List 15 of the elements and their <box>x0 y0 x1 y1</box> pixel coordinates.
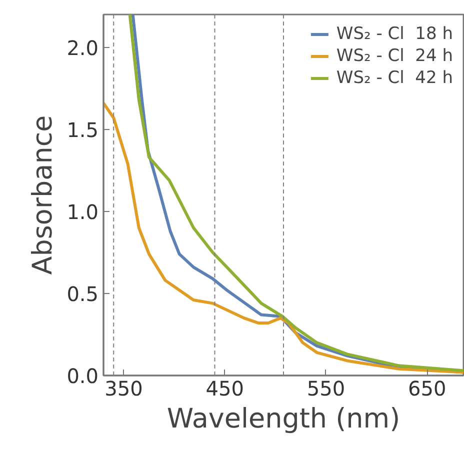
x-tick-label: 650 <box>408 376 446 400</box>
y-axis-title: Absorbance <box>28 115 59 275</box>
x-tick-label: 550 <box>306 376 346 400</box>
x-tick-label: 350 <box>104 376 143 400</box>
legend-label: WS₂ - Cl 18 h <box>336 24 453 44</box>
y-tick-label: 2.0 <box>66 36 99 60</box>
line-series <box>104 102 464 374</box>
y-tick-label: 0.5 <box>66 282 99 306</box>
y-tick-label: 1.5 <box>66 118 99 142</box>
legend-label: WS₂ - Cl 42 h <box>336 68 453 88</box>
x-axis-title: Wavelength (nm) <box>166 404 400 434</box>
y-tick-label: 0.0 <box>66 364 99 388</box>
x-tick-label: 450 <box>206 376 244 400</box>
y-tick-label: 1.0 <box>66 200 99 224</box>
legend-label: WS₂ - Cl 24 h <box>336 46 453 66</box>
